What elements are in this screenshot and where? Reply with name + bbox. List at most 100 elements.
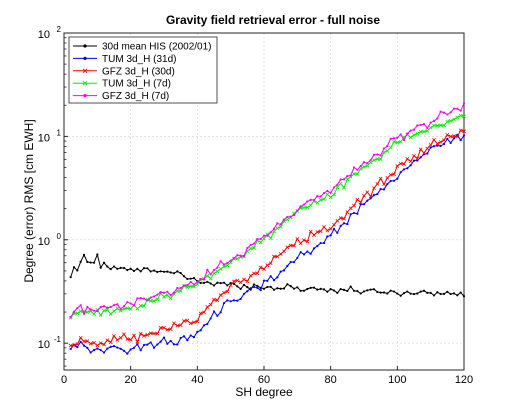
data-point bbox=[229, 300, 232, 303]
data-point bbox=[219, 260, 222, 263]
data-point bbox=[229, 259, 232, 262]
data-point bbox=[252, 271, 256, 276]
x-axis-ticks: 0 20 40 60 80 100 120 bbox=[61, 366, 473, 386]
data-point bbox=[276, 287, 279, 290]
data-point bbox=[432, 123, 436, 128]
data-point bbox=[258, 240, 263, 245]
data-point bbox=[106, 265, 109, 268]
legend-entry: TUM 3d_H (31d) bbox=[73, 54, 176, 65]
data-point bbox=[158, 325, 163, 330]
data-point bbox=[145, 332, 150, 337]
data-point bbox=[102, 305, 106, 308]
data-point bbox=[436, 291, 439, 294]
data-point bbox=[162, 336, 166, 339]
data-point bbox=[292, 260, 296, 264]
data-point bbox=[92, 340, 96, 345]
data-point bbox=[372, 153, 376, 156]
data-point bbox=[448, 119, 453, 123]
data-point bbox=[206, 280, 209, 283]
data-point bbox=[206, 268, 209, 271]
data-point bbox=[306, 250, 309, 253]
data-point bbox=[366, 199, 369, 202]
data-point bbox=[112, 344, 116, 348]
data-point bbox=[286, 283, 289, 286]
legend-marker bbox=[83, 44, 87, 48]
data-point bbox=[142, 343, 146, 347]
data-point bbox=[392, 290, 396, 293]
data-point bbox=[436, 144, 439, 147]
data-point bbox=[408, 159, 413, 164]
data-point bbox=[339, 224, 342, 227]
data-point bbox=[458, 113, 463, 118]
data-point bbox=[148, 331, 153, 336]
data-point bbox=[359, 165, 362, 168]
data-point bbox=[279, 223, 282, 226]
data-point bbox=[269, 275, 272, 278]
data-point bbox=[236, 299, 239, 302]
y-tick-label: 10 1 bbox=[38, 128, 62, 144]
data-point bbox=[426, 126, 429, 130]
data-point bbox=[199, 329, 202, 332]
data-point bbox=[246, 246, 249, 250]
data-point bbox=[425, 128, 430, 133]
data-point bbox=[338, 216, 343, 220]
data-point bbox=[399, 171, 402, 174]
y-tick-exponent: 0 bbox=[57, 232, 62, 241]
data-point bbox=[156, 343, 159, 346]
data-point bbox=[355, 197, 360, 202]
data-point bbox=[412, 159, 416, 162]
data-point bbox=[172, 291, 176, 294]
data-point bbox=[398, 139, 403, 144]
data-point bbox=[262, 287, 266, 290]
data-point bbox=[422, 123, 426, 126]
data-point bbox=[79, 260, 82, 263]
data-point bbox=[126, 301, 129, 304]
data-point bbox=[372, 288, 376, 291]
data-point bbox=[202, 281, 206, 285]
data-point bbox=[329, 234, 332, 237]
data-point bbox=[339, 287, 342, 291]
data-point bbox=[212, 269, 216, 272]
data-point bbox=[186, 339, 189, 342]
data-point bbox=[215, 298, 220, 303]
data-point bbox=[412, 128, 416, 131]
data-point bbox=[112, 265, 116, 268]
data-point bbox=[449, 141, 452, 144]
legend-marker bbox=[83, 94, 87, 98]
data-point bbox=[462, 102, 466, 105]
data-point bbox=[452, 137, 456, 140]
data-point bbox=[132, 269, 136, 273]
data-point bbox=[392, 137, 396, 140]
data-point bbox=[352, 166, 356, 169]
data-point bbox=[192, 336, 196, 339]
data-point bbox=[362, 193, 366, 198]
data-point bbox=[98, 313, 103, 317]
data-point bbox=[252, 242, 256, 245]
data-point bbox=[319, 287, 322, 291]
data-point bbox=[95, 343, 100, 348]
data-point bbox=[152, 299, 156, 303]
data-point bbox=[216, 314, 219, 317]
data-point bbox=[402, 138, 406, 142]
data-point bbox=[119, 347, 122, 350]
data-point bbox=[188, 321, 193, 326]
data-point bbox=[189, 277, 192, 280]
data-point bbox=[318, 229, 323, 234]
data-point bbox=[462, 295, 466, 298]
data-point bbox=[419, 156, 422, 159]
data-point bbox=[146, 343, 149, 346]
data-point bbox=[96, 309, 99, 313]
data-point bbox=[82, 339, 86, 344]
data-point bbox=[322, 241, 326, 245]
data-point bbox=[399, 133, 402, 136]
data-point bbox=[242, 292, 246, 295]
data-point bbox=[186, 284, 189, 287]
data-point bbox=[88, 341, 93, 346]
data-point bbox=[172, 321, 176, 326]
x-tick-label: 100 bbox=[388, 374, 406, 386]
data-point bbox=[392, 179, 396, 182]
data-point bbox=[386, 292, 389, 295]
data-point bbox=[412, 133, 416, 137]
data-point bbox=[168, 327, 173, 332]
data-point bbox=[75, 311, 80, 316]
